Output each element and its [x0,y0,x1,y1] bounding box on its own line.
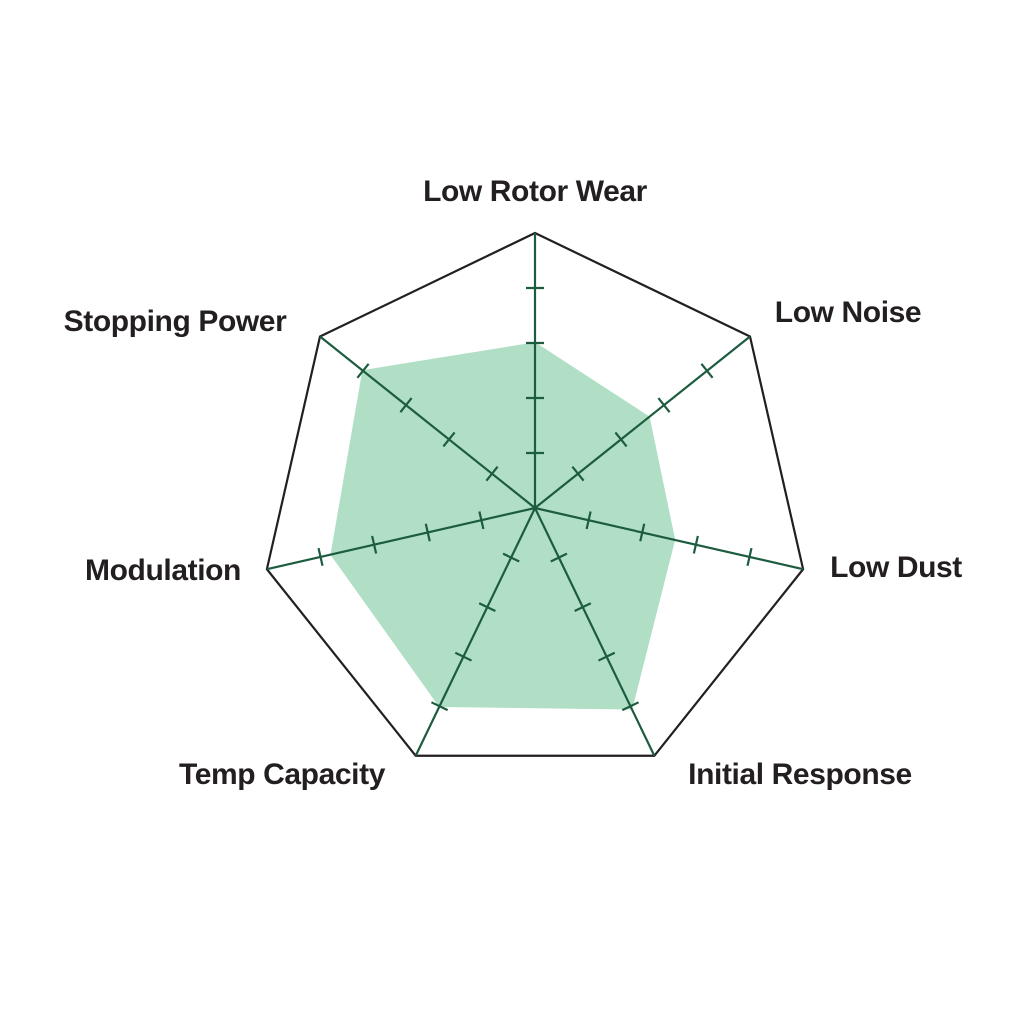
radar-outer-heptagon [265,231,805,757]
axis-label-low-dust: Low Dust [830,551,962,584]
axis-label-modulation: Modulation [85,554,241,587]
axis-label-temp-capacity: Temp Capacity [179,758,385,791]
axis-label-low-noise: Low Noise [774,296,922,329]
axis-label-stopping-power: Stopping Power [63,305,287,338]
radar-series-polygon [330,342,676,710]
axis-label-low-rotor-wear: Low Rotor Wear [423,175,647,208]
radar-axis-ticks [317,286,753,712]
radar-axis-spokes [266,233,804,757]
axis-label-initial-response: Initial Response [688,758,912,791]
